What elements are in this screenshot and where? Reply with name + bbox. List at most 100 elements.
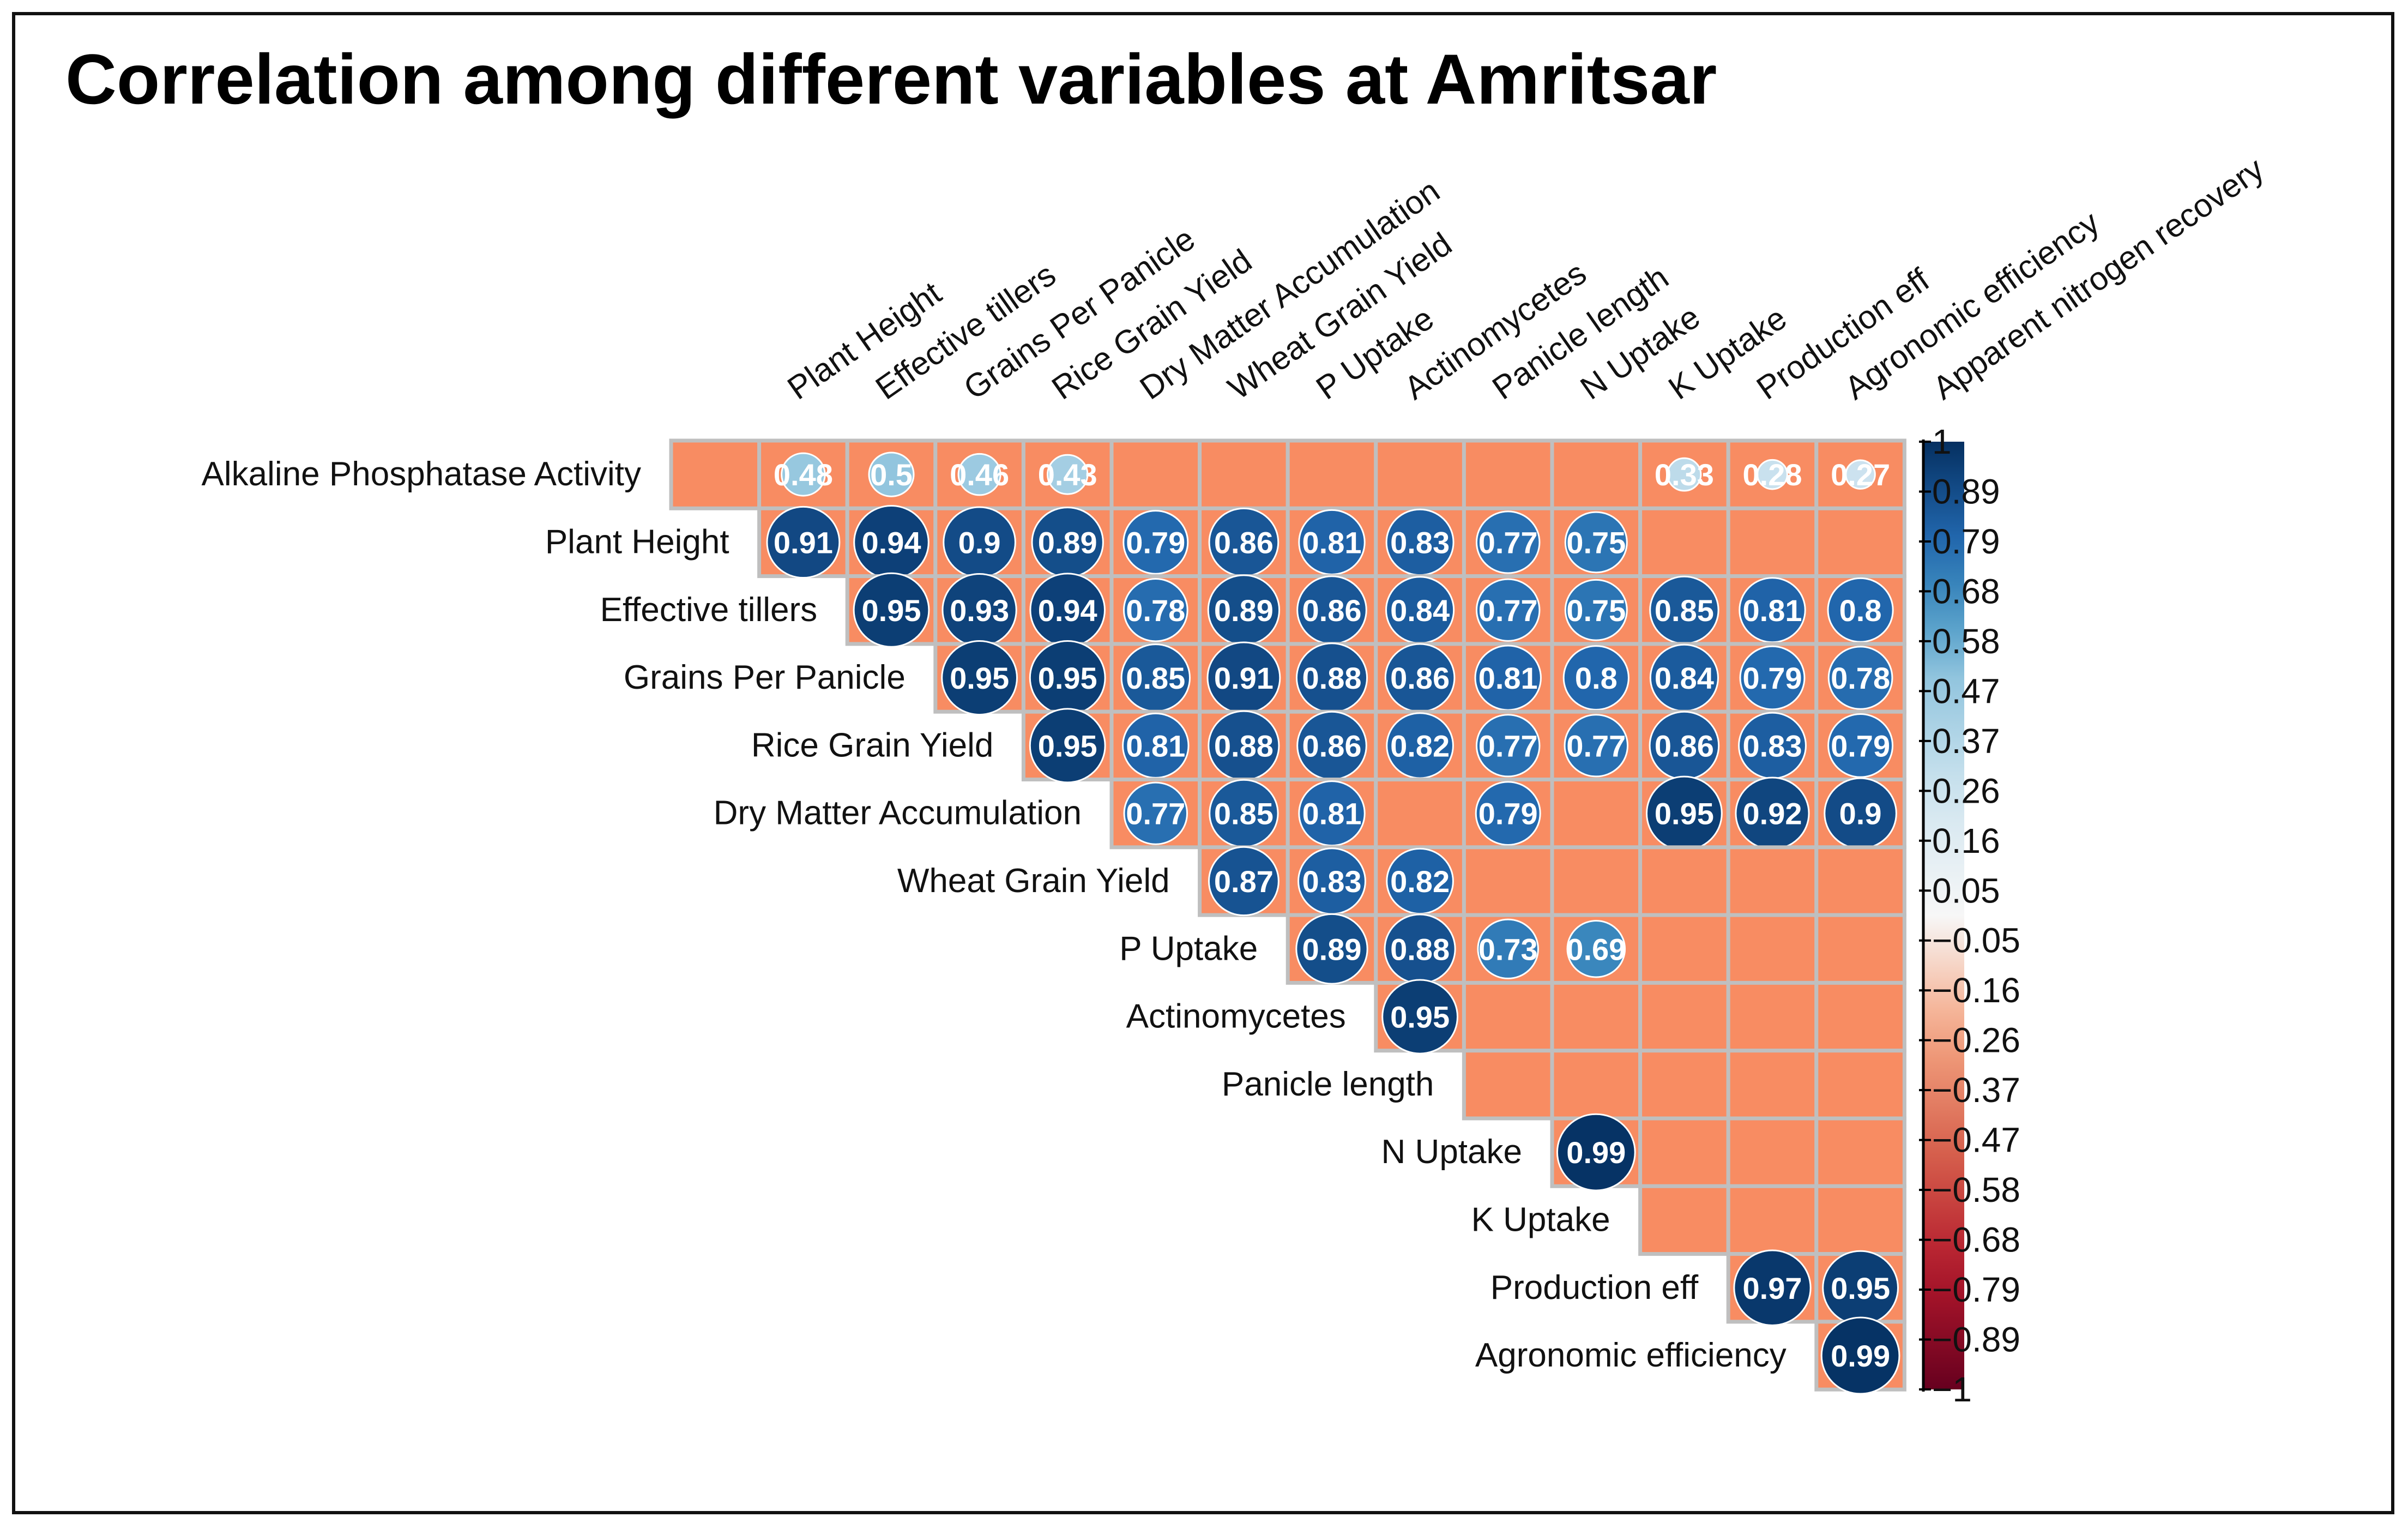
figure-frame — [12, 12, 2394, 1514]
correlation-value: 0.81 — [1478, 661, 1538, 695]
heatmap-cell — [1726, 845, 1819, 917]
correlation-circle — [1733, 1249, 1812, 1326]
heatmap-cell — [1638, 1184, 1730, 1256]
correlation-circle — [1475, 714, 1541, 778]
row-label: Panicle length — [1222, 1066, 1434, 1103]
colorbar-tick-label: 1 — [1932, 422, 1952, 461]
correlation-circle — [1381, 979, 1459, 1055]
correlation-value: 0.81 — [1302, 525, 1362, 559]
correlation-circle — [1820, 1316, 1900, 1395]
correlation-circle — [1556, 1113, 1636, 1191]
correlation-circle — [1564, 511, 1628, 574]
heatmap-cell — [1638, 506, 1730, 579]
colorbar-tick-label: −1 — [1932, 1370, 1972, 1409]
correlation-value: 0.85 — [1214, 797, 1274, 831]
correlation-value: 0.86 — [1390, 661, 1450, 695]
correlation-value: 0.8 — [1839, 593, 1882, 628]
heatmap-cell — [1550, 438, 1643, 510]
correlation-value: 0.83 — [1390, 525, 1450, 559]
correlation-value: 0.83 — [1302, 864, 1362, 899]
correlation-value: 0.88 — [1390, 932, 1450, 966]
heatmap-cell — [1726, 980, 1819, 1053]
heatmap-cell — [1814, 980, 1906, 1053]
row-label: Production eff — [1490, 1269, 1699, 1307]
correlation-circle — [1047, 454, 1089, 495]
correlation-circle — [1564, 579, 1628, 641]
correlation-value: 0.9 — [1839, 797, 1882, 831]
heatmap-cell — [1462, 845, 1554, 917]
correlation-value: 0.46 — [950, 458, 1009, 492]
correlation-value: 0.92 — [1743, 797, 1802, 831]
colorbar-tick-label: 0.79 — [1932, 522, 2000, 561]
correlation-circle — [868, 452, 915, 497]
correlation-value: 0.82 — [1390, 864, 1450, 899]
correlation-value: 0.81 — [1302, 797, 1362, 831]
correlation-value: 0.85 — [1655, 593, 1714, 628]
colorbar-tick-label: −0.26 — [1932, 1021, 2020, 1060]
row-label: Agronomic efficiency — [1475, 1337, 1787, 1374]
row-label: Dry Matter Accumulation — [714, 794, 1082, 832]
row-label: N Uptake — [1381, 1133, 1522, 1171]
correlation-value: 0.79 — [1478, 797, 1538, 831]
heatmap-cell — [1814, 1116, 1906, 1188]
correlation-value: 0.77 — [1126, 797, 1185, 831]
correlation-circle — [1208, 846, 1280, 917]
correlation-value: 0.99 — [1566, 1135, 1626, 1170]
correlation-value: 0.85 — [1126, 661, 1185, 695]
heatmap-cell — [1286, 438, 1378, 510]
heatmap-cell — [1198, 438, 1290, 510]
correlation-circle — [941, 640, 1018, 716]
heatmap-cell — [1726, 506, 1819, 579]
colorbar-tick-label: −0.58 — [1932, 1170, 2020, 1209]
correlation-value: 0.83 — [1743, 729, 1802, 763]
correlation-circle — [1475, 578, 1541, 642]
correlation-circle — [1029, 708, 1106, 784]
colorbar-tick-label: 0.68 — [1932, 571, 2000, 611]
heatmap-cell — [669, 438, 762, 510]
heatmap-cell — [1374, 778, 1466, 850]
correlation-value: 0.73 — [1478, 932, 1538, 966]
heatmap-cell — [1638, 913, 1730, 985]
correlation-circle — [1845, 459, 1876, 490]
correlation-value: 0.94 — [1038, 593, 1097, 628]
colorbar-tick-label: 0.89 — [1932, 472, 2000, 511]
correlation-value: 0.86 — [1302, 593, 1362, 628]
heatmap-cell — [1374, 438, 1466, 510]
row-label: Effective tillers — [600, 591, 818, 629]
correlation-value: 0.89 — [1302, 932, 1362, 966]
colorbar-tick-label: −0.79 — [1932, 1270, 2020, 1309]
correlation-value: 0.91 — [774, 525, 833, 559]
correlation-circle — [1827, 646, 1893, 710]
correlation-value: 0.95 — [1831, 1271, 1890, 1305]
correlation-value: 0.5 — [870, 458, 913, 492]
correlation-value: 0.95 — [862, 593, 921, 628]
heatmap-cell — [1109, 438, 1202, 510]
correlation-circle — [1477, 918, 1539, 979]
correlation-value: 0.27 — [1831, 458, 1890, 492]
correlation-circle — [1566, 920, 1626, 978]
correlation-value: 0.95 — [1655, 797, 1714, 831]
correlation-circle — [1122, 510, 1189, 575]
colorbar-tick-label: 0.47 — [1932, 671, 2000, 711]
correlation-value: 0.28 — [1743, 458, 1802, 492]
correlation-value: 0.79 — [1831, 729, 1890, 763]
row-label: Grains Per Panicle — [624, 659, 906, 696]
correlation-circle — [957, 453, 1001, 496]
heatmap-cell — [1814, 1184, 1906, 1256]
correlation-value: 0.78 — [1831, 661, 1890, 695]
row-label: Rice Grain Yield — [751, 726, 994, 764]
correlation-value: 0.84 — [1655, 661, 1714, 695]
correlation-circle — [1562, 645, 1630, 711]
row-label: P Uptake — [1119, 930, 1258, 967]
row-label: Plant Height — [545, 523, 729, 561]
correlation-value: 0.82 — [1390, 729, 1450, 763]
heatmap-cell — [1638, 1049, 1730, 1121]
correlation-value: 0.84 — [1390, 593, 1450, 628]
correlation-value: 0.93 — [950, 593, 1009, 628]
correlation-value: 0.81 — [1743, 593, 1802, 628]
colorbar-tick-label: −0.89 — [1932, 1320, 2020, 1359]
correlation-circle — [1757, 459, 1788, 490]
heatmap-cell — [1550, 1049, 1643, 1121]
correlation-circle — [1564, 714, 1629, 778]
